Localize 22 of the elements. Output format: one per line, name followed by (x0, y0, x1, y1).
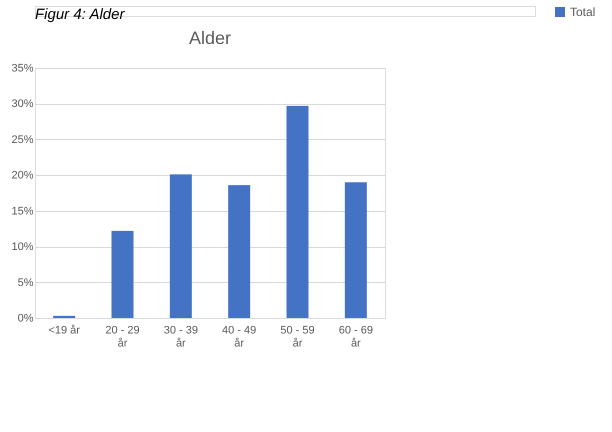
y-tick-label: 5% (18, 276, 34, 289)
x-tick-label: 60 - 69 år (338, 324, 373, 350)
y-tick-label: 35% (11, 62, 34, 74)
y-tick-label: 10% (11, 241, 34, 254)
y-tick-label: 30% (11, 98, 34, 110)
x-tick-label: <19 år (48, 324, 80, 336)
y-tick-label: 25% (11, 134, 34, 146)
y-tick-label: 0% (18, 312, 34, 324)
bar (228, 185, 250, 318)
bar (344, 182, 367, 318)
y-tick-label: 20% (11, 170, 34, 182)
y-tick-label: 15% (11, 205, 34, 218)
x-tick-label: 50 - 59 år (280, 324, 315, 350)
chart-title: Alder (188, 28, 232, 48)
bar (112, 230, 134, 318)
bar (170, 174, 192, 318)
x-tick-label: 20 - 29 år (105, 324, 140, 350)
bar (286, 106, 308, 318)
x-tick-label: 40 - 49 år (222, 324, 256, 350)
x-tick-label: 30 - 39 år (164, 324, 198, 350)
legend-label: Total (570, 5, 596, 19)
text: Figur 4: Alder (35, 6, 126, 23)
